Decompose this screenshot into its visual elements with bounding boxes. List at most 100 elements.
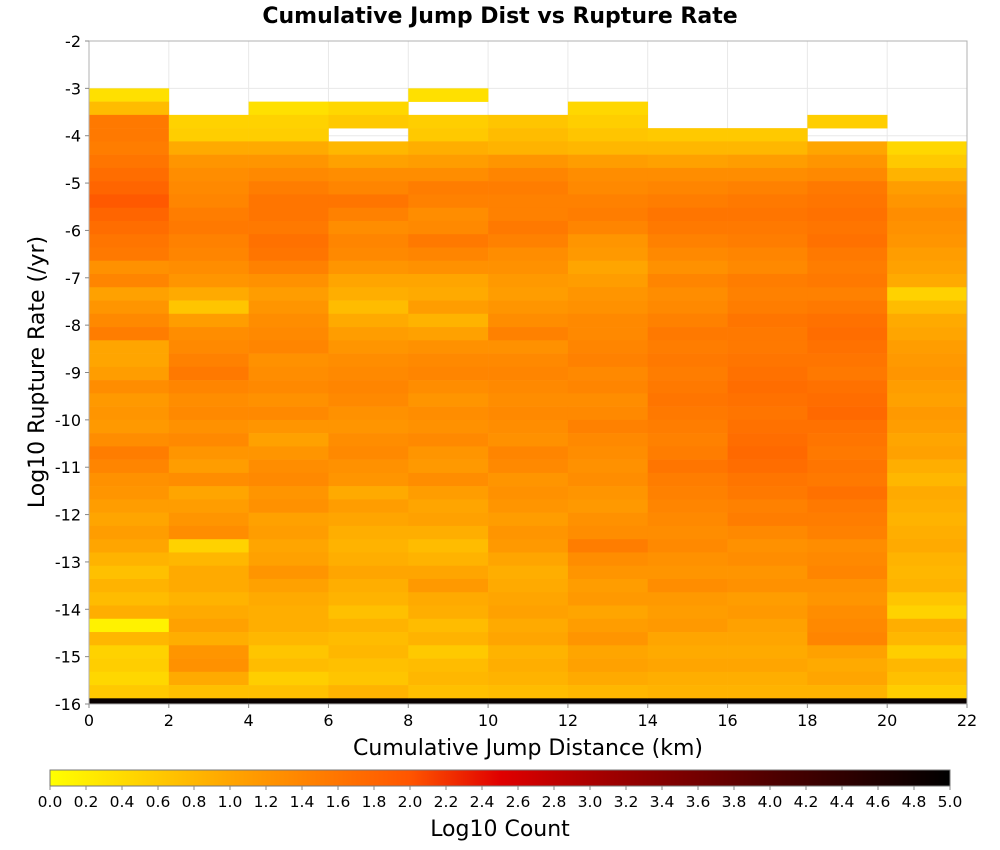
heatmap-cell	[408, 353, 489, 368]
heatmap-cell	[887, 645, 968, 659]
heatmap-cell	[727, 141, 808, 155]
heatmap-cell	[168, 685, 249, 699]
heatmap-cell	[727, 353, 808, 368]
heatmap-cell	[887, 552, 968, 567]
heatmap-cell	[807, 671, 888, 686]
heatmap-cell	[248, 685, 329, 699]
x-tick-label: 4	[244, 711, 254, 730]
heatmap-cell	[248, 459, 329, 474]
heatmap-cell	[248, 114, 329, 129]
colorbar-tick-label: 1.6	[326, 793, 351, 811]
heatmap-cell	[168, 340, 249, 354]
heatmap-cell	[248, 446, 329, 460]
heatmap-cell	[647, 698, 728, 704]
heatmap-cell	[248, 486, 329, 500]
heatmap-cell	[89, 340, 170, 354]
heatmap-cell	[647, 512, 728, 527]
heatmap-cell	[727, 327, 808, 341]
heatmap-cell	[168, 618, 249, 633]
heatmap-cell	[727, 154, 808, 169]
heatmap-cell	[408, 167, 489, 182]
heatmap-cell	[567, 698, 649, 704]
heatmap-cell	[328, 592, 409, 606]
heatmap-cell	[727, 552, 808, 567]
heatmap-cell	[887, 220, 968, 235]
heatmap-cell	[89, 592, 170, 606]
heatmap-cell	[727, 220, 808, 235]
heatmap-cell	[807, 632, 888, 646]
heatmap-cell	[727, 472, 808, 487]
heatmap-cell	[567, 592, 649, 606]
heatmap-cell	[567, 141, 649, 155]
heatmap-cell	[488, 167, 569, 182]
heatmap-cell	[807, 141, 888, 155]
heatmap-cell	[567, 499, 649, 513]
heatmap-cell	[89, 234, 170, 248]
heatmap-cell	[727, 406, 808, 421]
heatmap-cell	[647, 499, 728, 513]
heatmap-cell	[248, 167, 329, 182]
heatmap-cell	[408, 645, 489, 659]
heatmap-cell	[488, 499, 569, 513]
heatmap-cell	[488, 234, 569, 248]
heatmap-cell	[567, 486, 649, 500]
heatmap-cell	[647, 141, 728, 155]
heatmap-cell	[567, 220, 649, 235]
heatmap-cell	[807, 539, 888, 553]
heatmap-cell	[807, 446, 888, 460]
heatmap-cell	[727, 300, 808, 315]
heatmap-cell	[89, 154, 170, 169]
heatmap-cell	[248, 154, 329, 169]
heatmap-cell	[567, 685, 649, 699]
heatmap-cell	[887, 419, 968, 434]
colorbar-tick-label: 4.6	[866, 793, 891, 811]
heatmap-cell	[647, 220, 728, 235]
heatmap-cell	[488, 671, 569, 686]
heatmap-cell	[89, 698, 170, 704]
heatmap-cell	[89, 207, 170, 222]
heatmap-cell	[647, 578, 728, 593]
heatmap-cell	[408, 446, 489, 460]
heatmap-cell	[408, 380, 489, 394]
heatmap-cell	[248, 220, 329, 235]
heatmap-cell	[248, 433, 329, 447]
heatmap-cell	[807, 605, 888, 620]
heatmap-cell	[567, 287, 649, 301]
heatmap-cell	[328, 220, 409, 235]
heatmap-cell	[567, 539, 649, 553]
heatmap-cell	[168, 366, 249, 381]
heatmap-cell	[248, 645, 329, 659]
heatmap-cell	[807, 525, 888, 540]
heatmap-cell	[408, 393, 489, 407]
heatmap-cell	[727, 128, 808, 142]
heatmap-cell	[488, 287, 569, 301]
y-tick-label: -13	[55, 553, 81, 572]
colorbar-label: Log10 Count	[430, 817, 570, 842]
heatmap-cell	[408, 592, 489, 606]
x-tick-label: 10	[478, 711, 498, 730]
heatmap-cell	[488, 472, 569, 487]
heatmap-cell	[727, 194, 808, 208]
heatmap-cell	[887, 446, 968, 460]
heatmap-cell	[328, 433, 409, 447]
heatmap-cell	[647, 645, 728, 659]
heatmap-cell	[887, 499, 968, 513]
heatmap-cell	[727, 539, 808, 553]
heatmap-cell	[328, 565, 409, 580]
heatmap-cell	[89, 353, 170, 368]
heatmap-cell	[647, 446, 728, 460]
heatmap-cell	[567, 327, 649, 341]
heatmap-cell	[887, 207, 968, 222]
heatmap-cell	[408, 114, 489, 129]
y-tick-label: -11	[55, 458, 81, 477]
heatmap-cell	[887, 512, 968, 527]
y-tick-label: -14	[55, 600, 81, 619]
heatmap-cell	[408, 512, 489, 527]
x-axis-ticks: 0 2 4 6 8 10 12 14 16 18 20 22	[84, 704, 977, 730]
heatmap-cell	[727, 366, 808, 381]
heatmap-cell	[408, 525, 489, 540]
heatmap-cell	[248, 472, 329, 487]
y-tick-label: -12	[55, 506, 81, 525]
heatmap-cell	[328, 406, 409, 421]
heatmap-cell	[408, 658, 489, 673]
